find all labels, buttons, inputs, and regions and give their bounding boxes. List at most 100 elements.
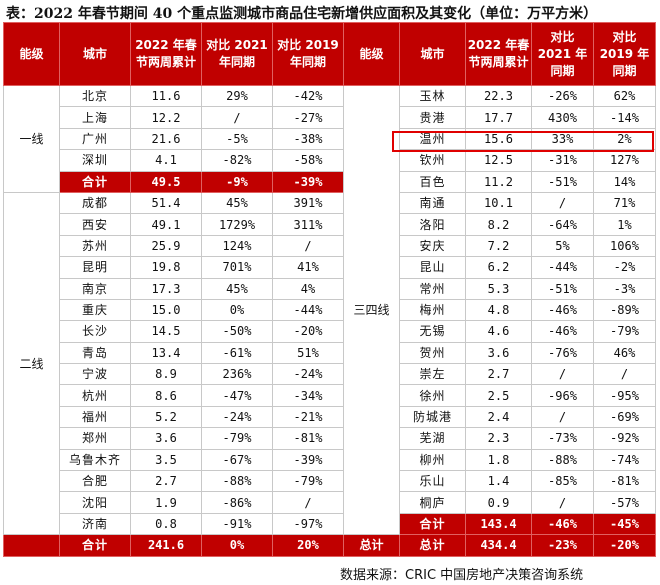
left-value-cell: -91% [201,512,273,536]
right-value-cell: 11.2 [465,170,532,193]
left-city-cell: 重庆 [59,298,131,322]
left-value-cell: -50% [201,320,273,343]
left-value-cell: 19.8 [130,256,202,279]
right-value-cell: / [531,363,594,386]
right-value-cell: 15.6 [465,127,532,151]
left-value-cell: -21% [272,405,344,429]
right-city-cell: 乐山 [399,470,466,493]
right-value-cell: 5% [531,234,594,258]
left-city-cell: 苏州 [59,234,131,258]
table-row-highlighted: 广州 21.6 -5% -38% 温州 15.6 33% 2% [4,127,656,151]
left-value-cell: 3.6 [130,427,202,450]
header-tier: 能级 [3,22,60,86]
left-value-cell: -79% [272,470,344,493]
right-value-cell: -64% [531,213,594,236]
left-value-cell: -81% [272,427,344,450]
right-value-cell: 6.2 [465,256,532,279]
left-city-cell: 广州 [59,127,131,151]
right-value-cell: -3% [593,277,656,300]
left-value-cell: -58% [272,149,344,172]
left-value-cell: 14.5 [130,320,202,343]
left-value-cell: 17.3 [130,277,202,300]
left-value-cell: -24% [201,405,273,429]
right-value-cell: 106% [593,234,656,258]
tier-label-tier1: 一线 [3,85,60,193]
right-value-cell: -31% [531,149,594,172]
right-city-cell: 百色 [399,170,466,193]
left-value-cell: 45% [201,277,273,300]
right-value-cell: -26% [531,84,594,108]
table-row: 重庆 15.0 0% -44% 梅州 4.8 -46% -89% [4,298,656,322]
left-value-cell: 25.9 [130,234,202,258]
tier-label-tier2: 二线 [3,191,60,536]
grand-total-label: 总计 [343,534,400,557]
left-value-cell: 236% [201,363,273,386]
left-value-cell: 8.9 [130,363,202,386]
left-value-cell: 51% [272,341,344,365]
right-value-cell: -14% [593,106,656,129]
left-value-cell: 4.1 [130,149,202,172]
left-value-cell: -86% [201,491,273,514]
table-row: 青岛 13.4 -61% 51% 贺州 3.6 -76% 46% [4,341,656,365]
table-row: 昆明 19.8 701% 41% 昆山 6.2 -44% -2% [4,256,656,279]
left-value-cell: 49.1 [130,213,202,236]
left-city-cell: 济南 [59,512,131,536]
left-city-cell: 郑州 [59,427,131,450]
total-row-blank [3,534,60,557]
tier-label-tier34: 三四线 [343,84,400,536]
right-value-cell: 434.4 [465,534,532,557]
left-value-cell: -47% [201,384,273,407]
right-value-cell: -89% [593,298,656,322]
right-value-cell: 1.4 [465,470,532,493]
right-value-cell: -85% [531,470,594,493]
left-city-cell: 宁波 [59,363,131,386]
right-city-cell: 总计 [399,534,466,557]
left-value-cell: / [272,234,344,258]
left-value-cell: 1729% [201,213,273,236]
left-value-cell: -27% [272,106,344,129]
right-value-cell: 33% [531,127,594,151]
right-value-cell: 1.8 [465,448,532,472]
right-city-cell: 昆山 [399,256,466,279]
left-value-cell: -24% [272,363,344,386]
left-value-cell: -5% [201,127,273,151]
right-city-cell: 贺州 [399,341,466,365]
right-value-cell: 14% [593,170,656,193]
left-city-cell: 福州 [59,405,131,429]
right-value-cell: -76% [531,341,594,365]
right-value-cell: -57% [593,491,656,514]
right-city-cell: 徐州 [399,384,466,407]
right-value-cell: 2.5 [465,384,532,407]
header-col3: 对比 2019 年同期 [593,22,656,86]
left-city-cell: 沈阳 [59,491,131,514]
right-value-cell: 17.7 [465,106,532,129]
right-value-cell: / [531,491,594,514]
right-city-cell: 南通 [399,191,466,215]
right-value-cell: 4.6 [465,320,532,343]
table-row: 合肥 2.7 -88% -79% 乐山 1.4 -85% -81% [4,470,656,493]
right-city-cell: 安庆 [399,234,466,258]
right-value-cell: 12.5 [465,149,532,172]
right-value-cell: -44% [531,256,594,279]
right-value-cell: / [531,191,594,215]
table-row: 二线 成都 51.4 45% 391% 南通 10.1/71% [3,191,656,536]
right-value-cell: 430% [531,106,594,129]
left-value-cell: -67% [201,448,273,472]
header-col1: 2022 年春节两周累计 [465,22,532,86]
header-col3: 对比 2019 年同期 [272,22,344,86]
left-value-cell: -79% [201,427,273,450]
left-value-cell: 241.6 [130,534,202,557]
left-value-cell: 49.5 [130,170,202,193]
right-city-cell: 无锡 [399,320,466,343]
table-body: 一线 北京 11.6 29% -42% 三四线 玉林 22.3 -26% 62% 上海 12.2/-2… [3,84,656,557]
header-col2: 对比 2021 年同期 [531,22,594,86]
right-city-cell: 常州 [399,277,466,300]
right-value-cell: 7.2 [465,234,532,258]
right-value-cell: -79% [593,320,656,343]
right-city-cell: 崇左 [399,363,466,386]
left-value-cell: 21.6 [130,127,202,151]
left-value-cell: 51.4 [130,191,202,215]
left-city-cell: 合计 [59,534,131,557]
left-value-cell: -42% [272,84,344,108]
right-value-cell: 2% [593,127,656,151]
